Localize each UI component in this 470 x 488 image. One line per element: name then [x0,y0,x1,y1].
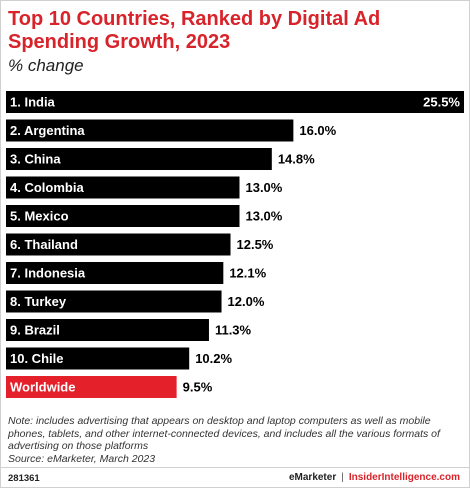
value-label: 11.3% [215,323,252,338]
footer-divider [0,467,470,468]
bar-chart: 1. India 25.5% 2. Argentina 16.0% 3. China 14… [6,91,464,398]
category-label: 9. Brazil [10,323,60,338]
category-label: 10. Chile [10,351,63,366]
chart-id: 281361 [8,473,40,484]
value-label: 9.5% [183,380,213,395]
category-label: 8. Turkey [10,294,67,309]
bar [6,205,240,227]
bar [6,91,464,113]
bar [6,290,222,313]
category-label: 6. Thailand [10,237,78,252]
category-label: Worldwide [10,380,75,395]
category-label: 5. Mexico [10,209,69,224]
brand-insider-intelligence[interactable]: InsiderIntelligence.com [348,472,460,483]
value-label: 12.0% [228,294,265,309]
bar [6,176,240,199]
chart-note: Note: includes advertising that appears … [8,415,464,465]
brand-emarketer: eMarketer [288,472,337,483]
category-label: 7. Indonesia [10,266,86,281]
note-text: Note: includes advertising that appears … [8,415,440,452]
bar-worldwide [6,376,177,398]
value-label: 10.2% [195,351,232,366]
value-label: 16.0% [299,123,336,138]
value-label: 13.0% [245,209,282,224]
bar [6,233,231,256]
bar [6,119,294,142]
chart-subtitle: % change [8,56,84,75]
category-label: 3. China [10,152,61,167]
bar [6,262,224,284]
bar [6,319,209,341]
brand-footer: eMarketer | InsiderIntelligence.com [289,472,460,483]
source-text: Source: eMarketer, March 2023 [8,452,156,465]
category-label: 2. Argentina [10,123,85,138]
value-label: 12.5% [237,237,274,252]
value-label: 14.8% [278,152,315,167]
bar [6,347,190,370]
brand-separator: | [341,472,344,483]
chart-title: Top 10 Countries, Ranked by Digital Ad S… [8,8,381,53]
bar [6,148,272,170]
value-label: 25.5% [423,95,460,110]
value-label: 13.0% [245,180,282,195]
category-label: 1. India [10,95,56,110]
value-label: 12.1% [229,266,266,281]
category-label: 4. Colombia [10,180,84,195]
